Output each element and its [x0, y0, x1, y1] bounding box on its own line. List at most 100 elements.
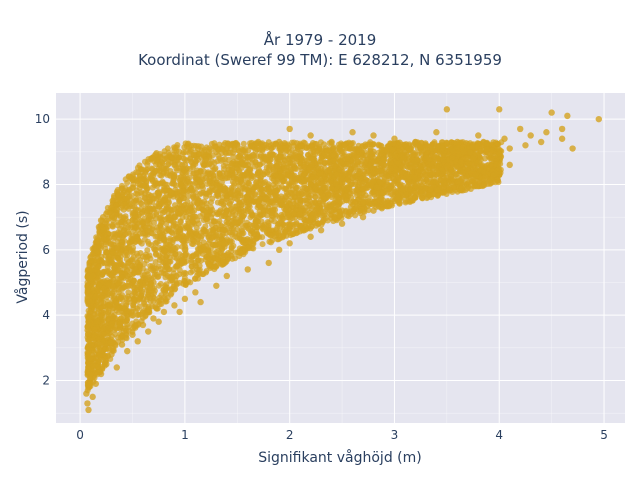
- data-point: [322, 185, 328, 191]
- data-point: [507, 162, 513, 168]
- data-point: [136, 304, 142, 310]
- data-point: [236, 201, 242, 207]
- data-point: [215, 200, 221, 206]
- data-point: [324, 152, 330, 158]
- data-point: [191, 214, 197, 220]
- data-point: [387, 159, 393, 165]
- data-point: [104, 268, 110, 274]
- data-point: [459, 186, 465, 192]
- data-point: [115, 305, 121, 311]
- data-point: [176, 206, 182, 212]
- data-point: [290, 198, 296, 204]
- data-point: [179, 170, 185, 176]
- data-point: [215, 153, 221, 159]
- data-point: [229, 244, 235, 250]
- data-point: [183, 246, 189, 252]
- data-point: [107, 356, 113, 362]
- data-point: [384, 148, 390, 154]
- data-point: [213, 242, 219, 248]
- data-point: [344, 156, 350, 162]
- chart-title-line-1: År 1979 - 2019: [0, 31, 640, 49]
- data-point: [84, 400, 90, 406]
- data-point: [99, 272, 105, 278]
- data-point: [363, 171, 369, 177]
- data-point: [488, 162, 494, 168]
- data-point: [202, 223, 208, 229]
- data-point: [224, 273, 230, 279]
- data-point: [89, 394, 95, 400]
- data-point: [222, 211, 228, 217]
- data-point: [271, 182, 277, 188]
- data-point: [103, 308, 109, 314]
- data-point: [139, 290, 145, 296]
- data-point: [177, 211, 183, 217]
- data-point: [456, 140, 462, 146]
- data-point: [247, 167, 253, 173]
- data-point: [85, 407, 91, 413]
- data-point: [596, 116, 602, 122]
- data-point: [170, 284, 176, 290]
- data-point: [256, 147, 262, 153]
- data-point: [138, 206, 144, 212]
- data-point: [161, 186, 167, 192]
- data-point: [102, 361, 108, 367]
- data-point: [344, 212, 350, 218]
- data-point: [538, 139, 544, 145]
- data-point: [386, 203, 392, 209]
- data-point: [213, 283, 219, 289]
- data-point: [164, 264, 170, 270]
- data-point: [85, 288, 91, 294]
- data-point: [135, 338, 141, 344]
- data-point: [328, 178, 334, 184]
- data-point: [435, 156, 441, 162]
- data-point: [228, 252, 234, 258]
- data-point: [356, 143, 362, 149]
- data-point: [109, 333, 115, 339]
- data-point: [181, 241, 187, 247]
- data-point: [170, 181, 176, 187]
- data-point: [216, 209, 222, 215]
- data-point: [522, 142, 528, 148]
- data-point: [92, 307, 98, 313]
- data-point: [95, 319, 101, 325]
- data-point: [258, 175, 264, 181]
- data-point: [192, 289, 198, 295]
- data-point: [160, 210, 166, 216]
- data-point: [90, 258, 96, 264]
- data-point: [140, 166, 146, 172]
- data-point: [190, 268, 196, 274]
- data-point: [286, 126, 292, 132]
- data-point: [101, 331, 107, 337]
- data-point: [152, 271, 158, 277]
- data-point: [137, 262, 143, 268]
- data-point: [130, 313, 136, 319]
- data-point: [564, 113, 570, 119]
- data-point: [210, 227, 216, 233]
- data-point: [94, 239, 100, 245]
- data-point: [276, 247, 282, 253]
- data-point: [327, 140, 333, 146]
- data-point: [212, 160, 218, 166]
- data-point: [145, 271, 151, 277]
- data-point: [149, 165, 155, 171]
- data-point: [268, 163, 274, 169]
- data-point: [293, 166, 299, 172]
- data-point: [329, 185, 335, 191]
- data-point: [119, 185, 125, 191]
- data-point: [244, 180, 250, 186]
- data-point: [147, 263, 153, 269]
- data-point: [318, 227, 324, 233]
- data-point: [322, 211, 328, 217]
- data-point: [153, 252, 159, 258]
- data-point: [230, 183, 236, 189]
- data-point: [209, 183, 215, 189]
- data-point: [232, 212, 238, 218]
- data-point: [144, 247, 150, 253]
- data-point: [249, 245, 255, 251]
- data-point: [106, 235, 112, 241]
- data-point: [176, 309, 182, 315]
- data-point: [171, 302, 177, 308]
- data-point: [435, 170, 441, 176]
- data-point: [105, 288, 111, 294]
